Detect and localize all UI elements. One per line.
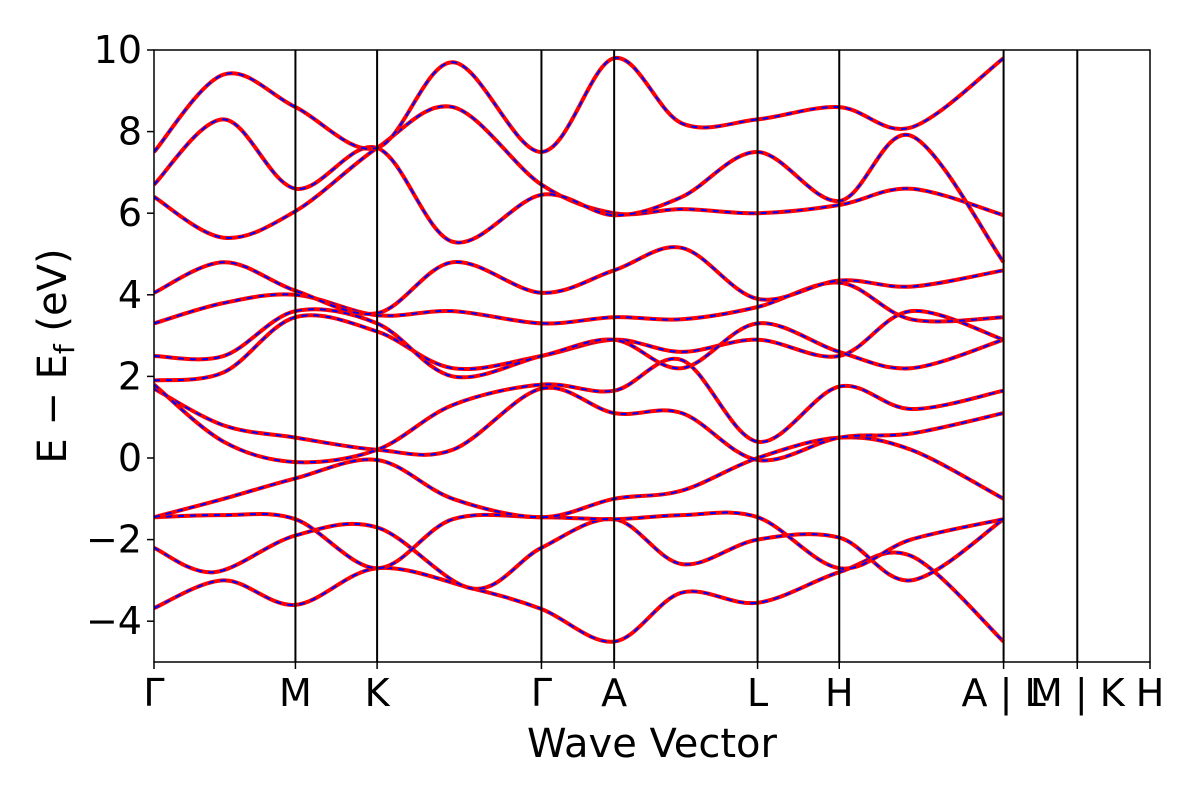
band-line-dashed [154, 386, 1004, 462]
y-tick-label: 0 [118, 436, 142, 480]
bands-layer [154, 56, 1006, 644]
y-axis-title-unit: (eV) [30, 248, 76, 344]
x-tick-label: K [365, 671, 391, 715]
kpoint-lines-layer [294, 50, 1079, 662]
band-line [154, 435, 1005, 520]
y-tick-label: 2 [118, 354, 142, 398]
x-tick-label: L [747, 671, 768, 715]
band-line-dashed [154, 57, 1005, 154]
plot-frame [153, 49, 1151, 663]
y-tick-label: 10 [94, 28, 142, 72]
band-line-dashed [154, 246, 1004, 315]
y-tick-label: −4 [86, 599, 142, 643]
band-line-dashed [154, 357, 1004, 464]
x-tick-label: Γ [531, 671, 552, 715]
band-line [154, 517, 1005, 591]
y-axis-title-subscript: f [48, 343, 81, 354]
y-axis-title: E − Ef (eV) [30, 248, 81, 463]
x-tick-label: H [1136, 671, 1165, 715]
band-line-dashed [154, 518, 1005, 590]
x-tick-label: M [279, 671, 312, 715]
x-tick-label: Γ [143, 671, 164, 715]
band-line [154, 307, 1005, 380]
band-line [154, 104, 1005, 240]
y-tick-label: −2 [86, 518, 142, 562]
band-line [154, 245, 1004, 316]
band-line [154, 56, 1005, 155]
band-line-dashed [154, 118, 1005, 263]
x-tick-label: A | L [962, 671, 1046, 716]
x-axis-title: Wave Vector [527, 721, 778, 767]
band-line [154, 117, 1006, 264]
y-ticks-layer: −4 −2 0 2 4 6 8 10 [86, 28, 154, 643]
y-tick-label: 8 [118, 110, 142, 154]
band-line-dashed [154, 551, 1005, 643]
x-tick-label: A [601, 671, 627, 715]
y-tick-label: 4 [118, 273, 142, 317]
band-line [154, 356, 1004, 465]
y-axis-title-main: E − E [30, 354, 76, 464]
band-line-dashed [154, 436, 1005, 519]
x-tick-label: H [825, 671, 854, 715]
x-tick-label: M | K [1030, 671, 1126, 716]
y-tick-label: 6 [118, 191, 142, 235]
